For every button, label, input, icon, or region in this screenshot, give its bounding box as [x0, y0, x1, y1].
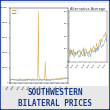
Legend: ---, ---: ---, ---: [11, 9, 19, 14]
Title: Alternative Average: Alternative Average: [70, 7, 106, 11]
FancyBboxPatch shape: [2, 3, 108, 86]
Text: SOUTHWESTERN
BILATERAL PRICES: SOUTHWESTERN BILATERAL PRICES: [18, 87, 92, 108]
